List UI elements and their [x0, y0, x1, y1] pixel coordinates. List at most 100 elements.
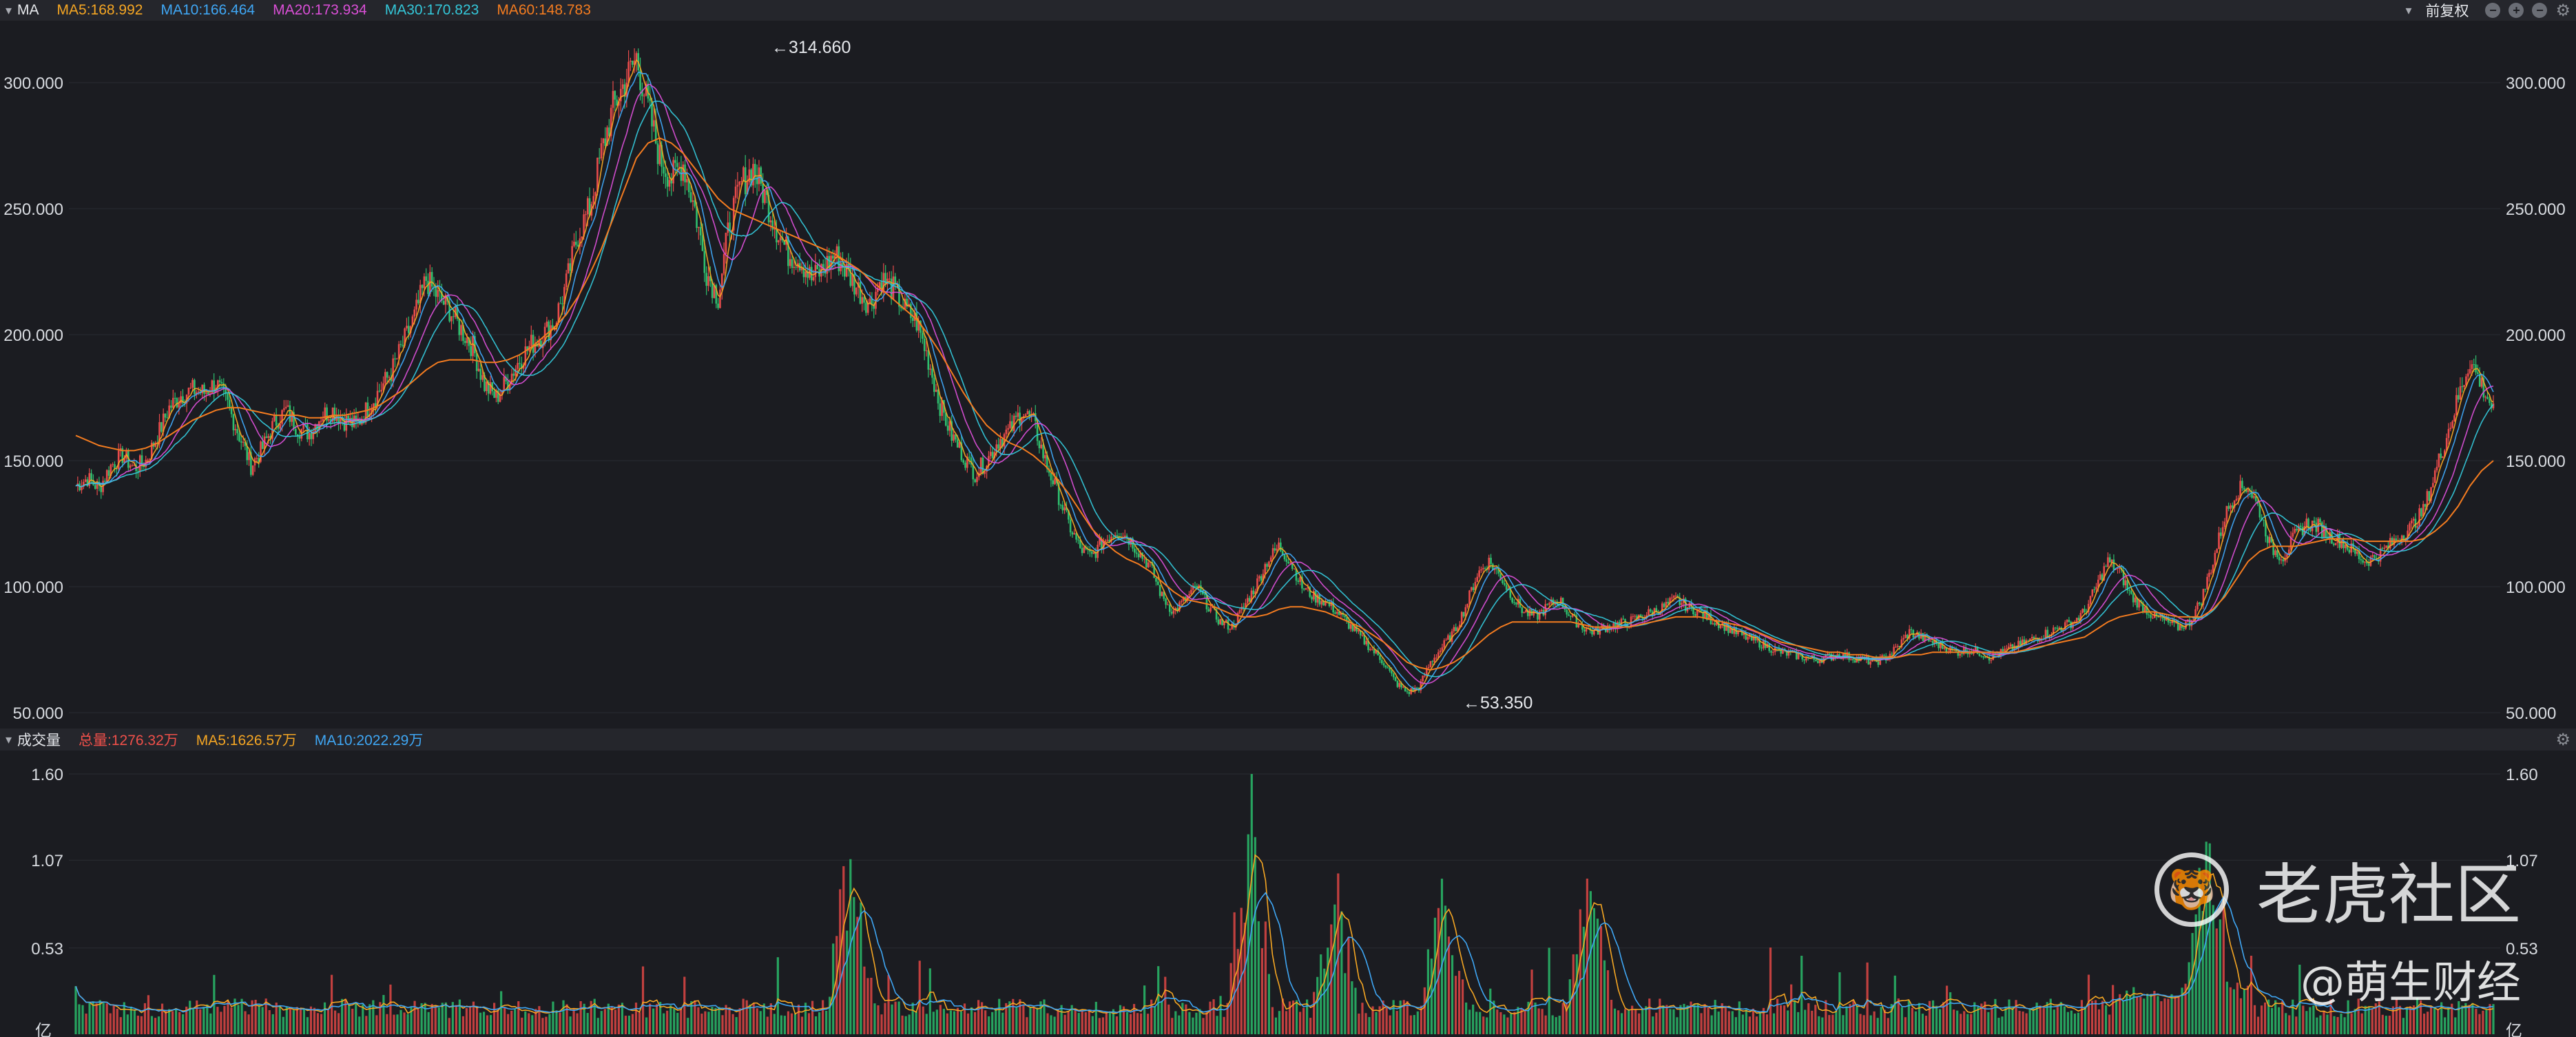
volume-chart[interactable]: 1.60 1.601.07 1.070.53 0.53亿亿: [0, 751, 2576, 1037]
candle-body: [960, 442, 963, 461]
volume-bar: [1589, 891, 1592, 1034]
candle-body: [1433, 658, 1435, 662]
volume-bar: [323, 1002, 326, 1034]
volume-bar: [475, 1006, 479, 1034]
candle-body: [472, 335, 474, 357]
volume-bar: [1465, 1002, 1468, 1034]
volume-bar: [1271, 1007, 1274, 1034]
price-chart[interactable]: 300.000250.000200.000150.000100.00050.00…: [0, 21, 2576, 729]
candle-body: [1840, 658, 1842, 660]
volume-bar: [1416, 1011, 1419, 1034]
candle-body: [621, 84, 624, 90]
volume-bar: [2049, 998, 2052, 1034]
adjust-chevron-icon[interactable]: ▾: [2405, 3, 2412, 17]
candle-body: [1672, 596, 1675, 598]
volume-bar: [908, 1014, 911, 1034]
volume-bar: [2350, 1013, 2353, 1034]
adjust-mode-label[interactable]: 前复权: [2425, 3, 2469, 19]
add-indicator-icon[interactable]: +: [2509, 3, 2524, 18]
candle-body: [382, 383, 384, 390]
candle-body: [491, 382, 494, 392]
candle-body: [397, 344, 400, 359]
volume-bar: [227, 1001, 229, 1034]
candle-body: [2389, 538, 2391, 549]
candle-body: [1760, 647, 1763, 649]
candle-body: [1741, 630, 1743, 636]
collapse-chevron-icon[interactable]: ▾: [6, 3, 12, 17]
candle-body: [1490, 558, 1492, 565]
candle-body: [1591, 630, 1593, 635]
candle-body: [540, 340, 542, 348]
candle-body: [1250, 590, 1253, 602]
volume-bar: [2468, 1005, 2471, 1034]
volume-bar: [2080, 1000, 2084, 1034]
candle-body: [2449, 428, 2452, 429]
volume-bar: [700, 1014, 703, 1034]
volume-bar: [1364, 1013, 1367, 1034]
volume-bar: [1185, 1004, 1187, 1034]
candle-body: [1700, 609, 1703, 612]
candle-body: [1203, 594, 1206, 596]
volume-bar: [1548, 947, 1550, 1034]
volume-bar: [973, 1012, 977, 1034]
volume-bar: [610, 1006, 613, 1034]
candle-body: [1893, 647, 1895, 655]
volume-bar: [565, 1004, 568, 1034]
indicator-label[interactable]: MA: [17, 2, 39, 18]
volume-bar: [624, 1016, 627, 1034]
volume-gear-icon[interactable]: ⚙: [2555, 730, 2570, 749]
volume-bar: [1125, 1012, 1129, 1034]
candle-body: [802, 267, 805, 277]
candle-body: [1780, 649, 1782, 654]
volume-label[interactable]: 成交量: [17, 733, 61, 748]
volume-bar: [302, 1009, 306, 1034]
candle-body: [1525, 610, 1527, 613]
volume-bar: [756, 1008, 758, 1034]
ma-legend-4: MA60:148.783: [497, 2, 591, 18]
candle-body: [1361, 635, 1364, 636]
candle-body: [915, 312, 918, 331]
volume-bar: [749, 1004, 751, 1034]
volume-bar: [2271, 1007, 2274, 1034]
volume-bar: [1734, 1017, 1737, 1034]
candle-body: [748, 169, 751, 182]
volume-bar: [925, 1014, 928, 1034]
candle-body: [1583, 629, 1586, 632]
candle-body: [1904, 634, 1907, 638]
volume-indicator-bar: ▾ 成交量 总量:1276.32万 MA5:1626.57万 MA10:2022.2…: [0, 729, 2576, 751]
volume-bar: [2018, 1011, 2021, 1034]
volume-bar: [1005, 1003, 1008, 1034]
candle-body: [1772, 651, 1774, 653]
candle-body: [1256, 578, 1258, 591]
minimize-icon[interactable]: −: [2485, 3, 2501, 18]
candle-body: [869, 298, 871, 304]
volume-bar: [448, 1018, 450, 1034]
volume-collapse-chevron-icon[interactable]: ▾: [6, 732, 12, 746]
candle-body: [345, 415, 348, 431]
candle-body: [1026, 411, 1029, 415]
candle-body: [1412, 688, 1414, 692]
candle-body: [2084, 609, 2086, 612]
candle-body: [2075, 618, 2078, 622]
volume-bar: [891, 1004, 893, 1034]
candle-body: [386, 372, 388, 378]
candle-body: [526, 346, 528, 351]
candle-body: [719, 289, 721, 308]
candle-body: [475, 353, 478, 371]
candle-body: [653, 120, 655, 127]
candle-body: [546, 321, 548, 327]
candle-body: [2453, 415, 2455, 421]
candle-body: [1431, 661, 1434, 662]
volume-bar: [880, 1014, 883, 1034]
remove-indicator-icon[interactable]: −: [2532, 3, 2548, 18]
candle-body: [563, 286, 565, 304]
candle-body: [668, 180, 671, 187]
gear-icon[interactable]: ⚙: [2555, 1, 2570, 20]
candle-body: [964, 462, 966, 468]
candle-body: [2230, 505, 2232, 509]
candle-body: [2296, 529, 2298, 531]
volume-bar: [175, 1008, 178, 1034]
candle-body: [927, 350, 930, 370]
candle-body: [2422, 503, 2424, 516]
volume-bar: [98, 1000, 101, 1034]
